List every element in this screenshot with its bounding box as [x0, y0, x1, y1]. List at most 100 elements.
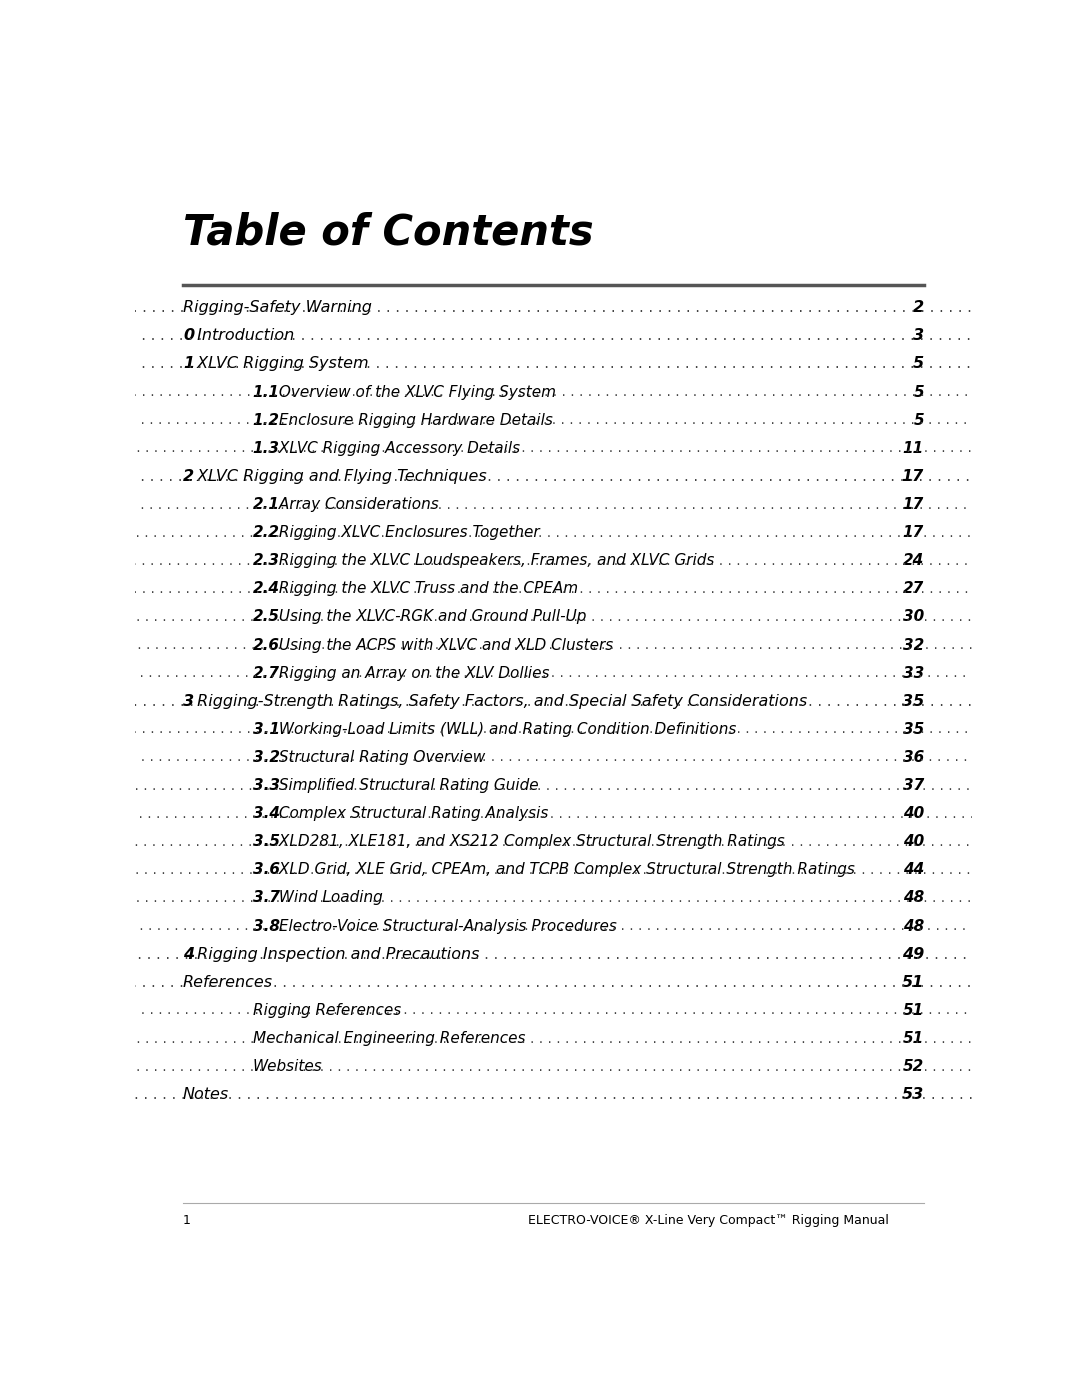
- Text: 3.1: 3.1: [253, 722, 280, 736]
- Text: Rigging Inspection and Precautions: Rigging Inspection and Precautions: [191, 947, 480, 961]
- Text: Rigging References: Rigging References: [253, 1003, 401, 1018]
- Text: 2.5: 2.5: [253, 609, 280, 624]
- Text: Complex Structural Rating Analysis: Complex Structural Rating Analysis: [273, 806, 549, 821]
- Text: 5: 5: [914, 412, 924, 427]
- Text: . . . . . . . . . . . . . . . . . . . . . . . . . . . . . . . . . . . . . . . . : . . . . . . . . . . . . . . . . . . . . …: [0, 497, 1080, 511]
- Text: 3.8: 3.8: [253, 919, 280, 933]
- Text: 27: 27: [903, 581, 924, 597]
- Text: ELECTRO-VOICE® X-Line Very Compact™ Rigging Manual: ELECTRO-VOICE® X-Line Very Compact™ Rigg…: [528, 1214, 889, 1227]
- Text: 1.1: 1.1: [253, 384, 280, 400]
- Text: . . . . . . . . . . . . . . . . . . . . . . . . . . . . . . . . . . . . . . . . : . . . . . . . . . . . . . . . . . . . . …: [0, 806, 1080, 820]
- Text: Array Considerations: Array Considerations: [273, 497, 438, 513]
- Text: 35: 35: [902, 694, 924, 708]
- Text: 48: 48: [903, 890, 924, 905]
- Text: . . . . . . . . . . . . . . . . . . . . . . . . . . . . . . . . . . . . . . . . : . . . . . . . . . . . . . . . . . . . . …: [0, 328, 1080, 344]
- Text: 2.2: 2.2: [253, 525, 280, 541]
- Text: 2.6: 2.6: [253, 637, 280, 652]
- Text: Websites: Websites: [253, 1059, 323, 1074]
- Text: Rigging the XLVC Truss and the CPEAm: Rigging the XLVC Truss and the CPEAm: [273, 581, 578, 597]
- Text: 30: 30: [903, 609, 924, 624]
- Text: 3.4: 3.4: [253, 806, 280, 821]
- Text: XLVC Rigging and Flying Techniques: XLVC Rigging and Flying Techniques: [191, 469, 486, 483]
- Text: . . . . . . . . . . . . . . . . . . . . . . . . . . . . . . . . . . . . . . . . : . . . . . . . . . . . . . . . . . . . . …: [0, 581, 1080, 597]
- Text: . . . . . . . . . . . . . . . . . . . . . . . . . . . . . . . . . . . . . . . . : . . . . . . . . . . . . . . . . . . . . …: [0, 441, 1080, 455]
- Text: . . . . . . . . . . . . . . . . . . . . . . . . . . . . . . . . . . . . . . . . : . . . . . . . . . . . . . . . . . . . . …: [0, 1031, 1080, 1045]
- Text: 2: 2: [183, 469, 194, 483]
- Text: 32: 32: [903, 637, 924, 652]
- Text: Enclosure Rigging Hardware Details: Enclosure Rigging Hardware Details: [273, 412, 553, 427]
- Text: 48: 48: [903, 919, 924, 933]
- Text: . . . . . . . . . . . . . . . . . . . . . . . . . . . . . . . . . . . . . . . . : . . . . . . . . . . . . . . . . . . . . …: [0, 553, 1080, 567]
- Text: . . . . . . . . . . . . . . . . . . . . . . . . . . . . . . . . . . . . . . . . : . . . . . . . . . . . . . . . . . . . . …: [0, 863, 1080, 877]
- Text: . . . . . . . . . . . . . . . . . . . . . . . . . . . . . . . . . . . . . . . . : . . . . . . . . . . . . . . . . . . . . …: [0, 722, 1080, 736]
- Text: . . . . . . . . . . . . . . . . . . . . . . . . . . . . . . . . . . . . . . . . : . . . . . . . . . . . . . . . . . . . . …: [0, 750, 1080, 764]
- Text: 2.3: 2.3: [253, 553, 280, 569]
- Text: . . . . . . . . . . . . . . . . . . . . . . . . . . . . . . . . . . . . . . . . : . . . . . . . . . . . . . . . . . . . . …: [0, 835, 1080, 849]
- Text: 17: 17: [903, 497, 924, 513]
- Text: XLD281, XLE181, and XS212 Complex Structural Strength Ratings: XLD281, XLE181, and XS212 Complex Struct…: [273, 834, 784, 849]
- Text: 51: 51: [903, 1031, 924, 1046]
- Text: 2.7: 2.7: [253, 665, 280, 680]
- Text: 2: 2: [913, 300, 924, 316]
- Text: Using the ACPS with XLVC and XLD Clusters: Using the ACPS with XLVC and XLD Cluster…: [273, 637, 613, 652]
- Text: Electro-Voice Structural-Analysis Procedures: Electro-Voice Structural-Analysis Proced…: [273, 919, 617, 933]
- Text: Table of Contents: Table of Contents: [183, 212, 594, 254]
- Text: Introduction: Introduction: [191, 328, 294, 344]
- Text: Overview of the XLVC Flying System: Overview of the XLVC Flying System: [273, 384, 556, 400]
- Text: 0: 0: [183, 328, 194, 344]
- Text: Using the XLVC-RGK and Ground Pull-Up: Using the XLVC-RGK and Ground Pull-Up: [273, 609, 586, 624]
- Text: 2.4: 2.4: [253, 581, 280, 597]
- Text: . . . . . . . . . . . . . . . . . . . . . . . . . . . . . . . . . . . . . . . . : . . . . . . . . . . . . . . . . . . . . …: [0, 975, 1080, 990]
- Text: . . . . . . . . . . . . . . . . . . . . . . . . . . . . . . . . . . . . . . . . : . . . . . . . . . . . . . . . . . . . . …: [0, 525, 1080, 539]
- Text: 52: 52: [903, 1059, 924, 1074]
- Text: 36: 36: [903, 750, 924, 766]
- Text: . . . . . . . . . . . . . . . . . . . . . . . . . . . . . . . . . . . . . . . . : . . . . . . . . . . . . . . . . . . . . …: [0, 300, 1080, 316]
- Text: 3: 3: [183, 694, 194, 708]
- Text: . . . . . . . . . . . . . . . . . . . . . . . . . . . . . . . . . . . . . . . . : . . . . . . . . . . . . . . . . . . . . …: [0, 694, 1080, 708]
- Text: Rigging an Array on the XLV Dollies: Rigging an Array on the XLV Dollies: [273, 665, 550, 680]
- Text: Rigging the XLVC Loudspeakers, Frames, and XLVC Grids: Rigging the XLVC Loudspeakers, Frames, a…: [273, 553, 714, 569]
- Text: 3.5: 3.5: [253, 834, 280, 849]
- Text: . . . . . . . . . . . . . . . . . . . . . . . . . . . . . . . . . . . . . . . . : . . . . . . . . . . . . . . . . . . . . …: [0, 638, 1080, 652]
- Text: Rigging-Strength Ratings, Safety Factors, and Special Safety Considerations: Rigging-Strength Ratings, Safety Factors…: [191, 694, 807, 708]
- Text: 5: 5: [914, 384, 924, 400]
- Text: 37: 37: [903, 778, 924, 793]
- Text: . . . . . . . . . . . . . . . . . . . . . . . . . . . . . . . . . . . . . . . . : . . . . . . . . . . . . . . . . . . . . …: [0, 666, 1080, 680]
- Text: . . . . . . . . . . . . . . . . . . . . . . . . . . . . . . . . . . . . . . . . : . . . . . . . . . . . . . . . . . . . . …: [0, 778, 1080, 792]
- Text: . . . . . . . . . . . . . . . . . . . . . . . . . . . . . . . . . . . . . . . . : . . . . . . . . . . . . . . . . . . . . …: [0, 356, 1080, 372]
- Text: 17: 17: [903, 525, 924, 541]
- Text: 5: 5: [913, 356, 924, 372]
- Text: 4: 4: [183, 947, 194, 961]
- Text: XLVC Rigging Accessory Details: XLVC Rigging Accessory Details: [273, 441, 519, 455]
- Text: Working-Load Limits (WLL) and Rating Condition Definitions: Working-Load Limits (WLL) and Rating Con…: [273, 722, 737, 736]
- Text: 33: 33: [903, 665, 924, 680]
- Text: 3: 3: [913, 328, 924, 344]
- Text: Wind Loading: Wind Loading: [273, 890, 382, 905]
- Text: 3.2: 3.2: [253, 750, 280, 766]
- Text: 1: 1: [183, 1214, 191, 1227]
- Text: 3.7: 3.7: [253, 890, 280, 905]
- Text: 1.3: 1.3: [253, 441, 280, 455]
- Text: 2.1: 2.1: [253, 497, 280, 513]
- Text: . . . . . . . . . . . . . . . . . . . . . . . . . . . . . . . . . . . . . . . . : . . . . . . . . . . . . . . . . . . . . …: [0, 891, 1080, 905]
- Text: XLVC Rigging System: XLVC Rigging System: [191, 356, 368, 372]
- Text: . . . . . . . . . . . . . . . . . . . . . . . . . . . . . . . . . . . . . . . . : . . . . . . . . . . . . . . . . . . . . …: [0, 1087, 1080, 1102]
- Text: . . . . . . . . . . . . . . . . . . . . . . . . . . . . . . . . . . . . . . . . : . . . . . . . . . . . . . . . . . . . . …: [0, 1003, 1080, 1017]
- Text: . . . . . . . . . . . . . . . . . . . . . . . . . . . . . . . . . . . . . . . . : . . . . . . . . . . . . . . . . . . . . …: [0, 919, 1080, 933]
- Text: 40: 40: [903, 806, 924, 821]
- Text: Simplified Structural Rating Guide: Simplified Structural Rating Guide: [273, 778, 538, 793]
- Text: . . . . . . . . . . . . . . . . . . . . . . . . . . . . . . . . . . . . . . . . : . . . . . . . . . . . . . . . . . . . . …: [0, 386, 1080, 400]
- Text: . . . . . . . . . . . . . . . . . . . . . . . . . . . . . . . . . . . . . . . . : . . . . . . . . . . . . . . . . . . . . …: [0, 610, 1080, 624]
- Text: Rigging XLVC Enclosures Together: Rigging XLVC Enclosures Together: [273, 525, 539, 541]
- Text: . . . . . . . . . . . . . . . . . . . . . . . . . . . . . . . . . . . . . . . . : . . . . . . . . . . . . . . . . . . . . …: [0, 1059, 1080, 1074]
- Text: 51: 51: [902, 975, 924, 990]
- Text: 49: 49: [902, 947, 924, 961]
- Text: XLD Grid, XLE Grid, CPEAm, and TCPB Complex Structural Strength Ratings: XLD Grid, XLE Grid, CPEAm, and TCPB Comp…: [273, 862, 854, 877]
- Text: 3.3: 3.3: [253, 778, 280, 793]
- Text: 44: 44: [903, 862, 924, 877]
- Text: 24: 24: [903, 553, 924, 569]
- Text: Structural Rating Overview: Structural Rating Overview: [273, 750, 485, 766]
- Text: 11: 11: [903, 441, 924, 455]
- Text: . . . . . . . . . . . . . . . . . . . . . . . . . . . . . . . . . . . . . . . . : . . . . . . . . . . . . . . . . . . . . …: [0, 469, 1080, 483]
- Text: Rigging-Safety Warning: Rigging-Safety Warning: [183, 300, 372, 316]
